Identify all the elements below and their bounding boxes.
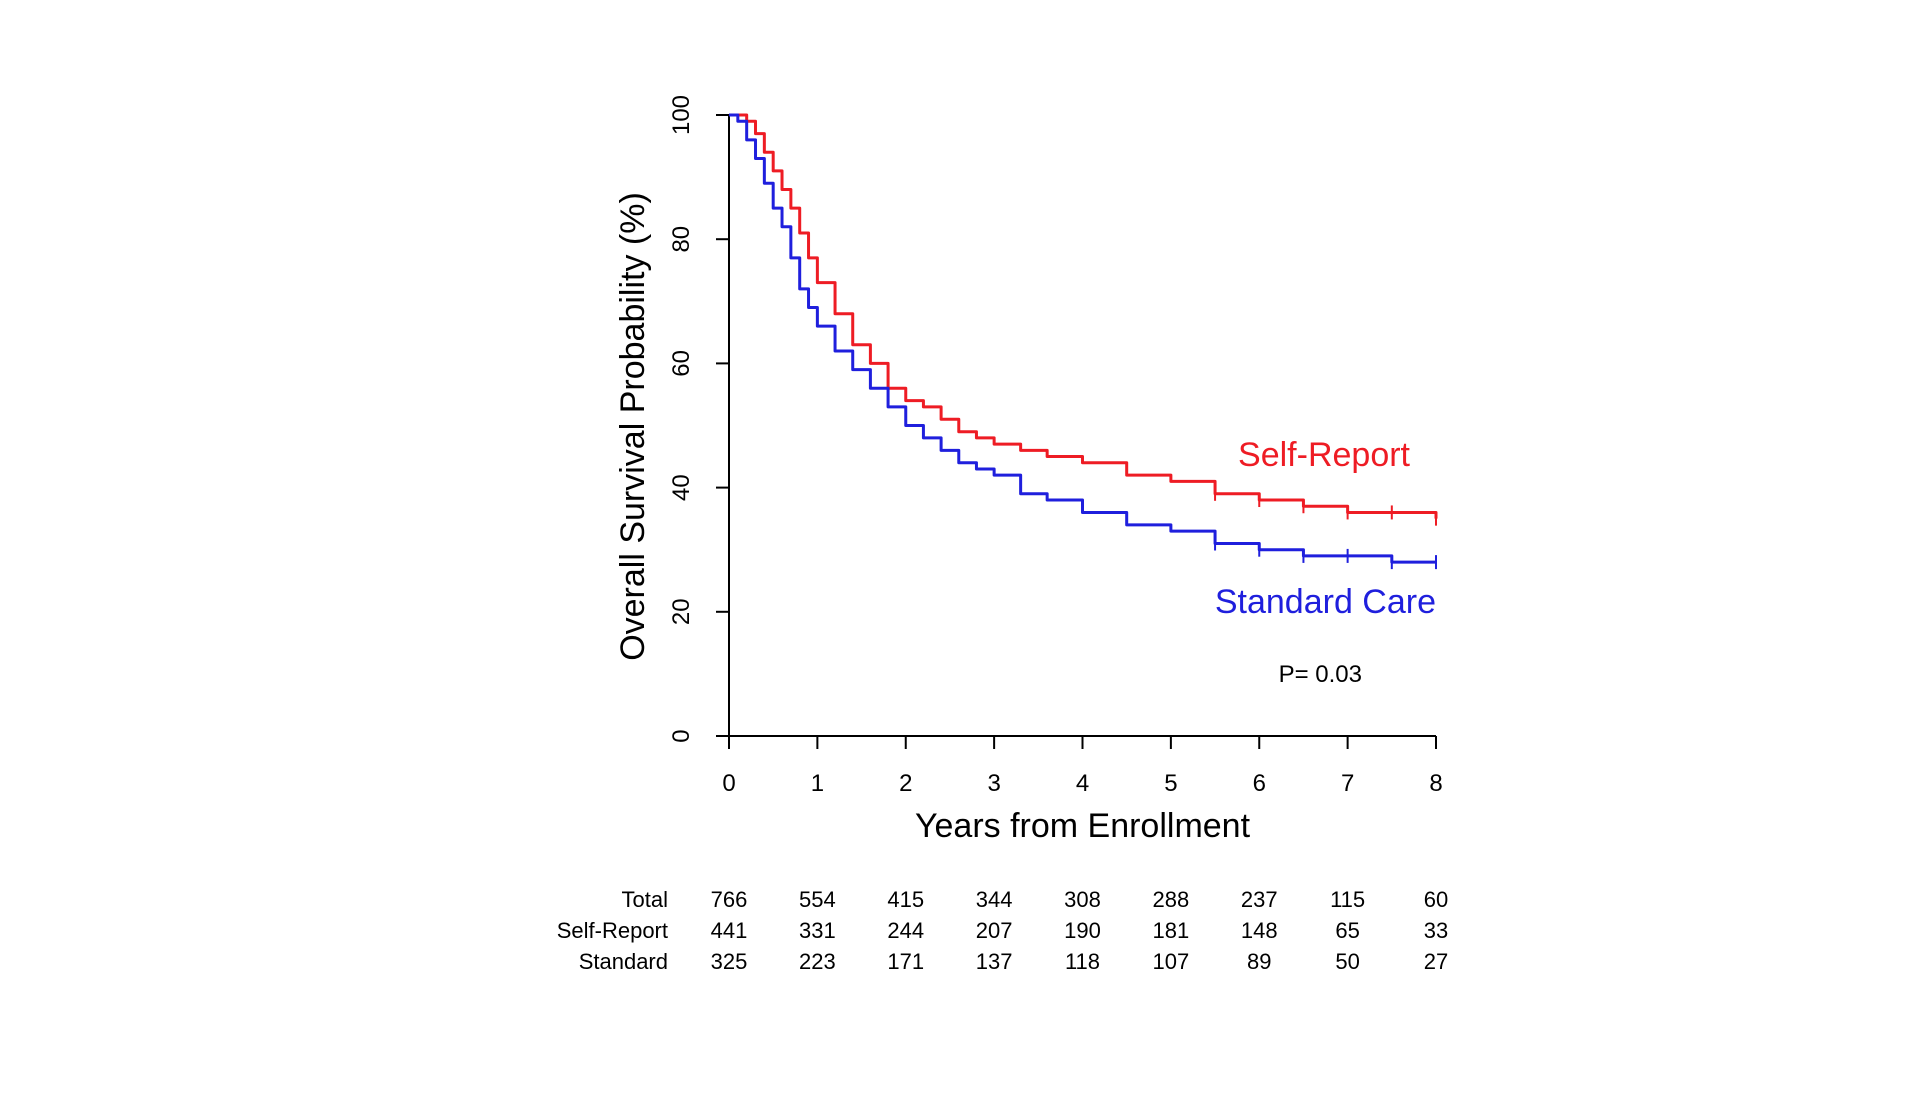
series-layer xyxy=(729,113,1438,570)
risk-table-cell: 244 xyxy=(887,918,924,943)
risk-table-row-label: Total xyxy=(622,887,668,912)
risk-table-cell: 50 xyxy=(1335,949,1359,974)
risk-table-cell: 148 xyxy=(1241,918,1278,943)
p-value-label: P= 0.03 xyxy=(1279,661,1362,688)
y-tick-label: 80 xyxy=(668,226,695,253)
risk-table-cell: 115 xyxy=(1330,887,1365,912)
risk-table-cell: 107 xyxy=(1153,949,1190,974)
risk-table-cell: 766 xyxy=(711,887,748,912)
y-tick-label: 0 xyxy=(668,729,695,742)
y-tick-label: 20 xyxy=(668,598,695,625)
risk-table-cell: 223 xyxy=(799,949,836,974)
risk-table-cell: 118 xyxy=(1065,949,1100,974)
x-tick-label: 6 xyxy=(1253,770,1266,797)
self-report-curve-label: Self-Report xyxy=(1238,436,1411,474)
y-axis-title: Overall Survival Probability (%) xyxy=(614,192,652,661)
labels-layer: Self-Report Standard Care P= 0.03 Years … xyxy=(614,192,1436,845)
risk-table-row-label: Standard xyxy=(579,949,668,974)
x-tick-label: 4 xyxy=(1076,770,1089,797)
risk-table-cell: 288 xyxy=(1153,887,1190,912)
risk-table-cell: 181 xyxy=(1153,918,1190,943)
x-axis-title: Years from Enrollment xyxy=(915,807,1251,845)
risk-table-cell: 237 xyxy=(1241,887,1278,912)
standard-care-curve-label: Standard Care xyxy=(1215,583,1436,621)
risk-table-cell: 137 xyxy=(976,949,1013,974)
standard-care-survival-curve xyxy=(729,113,1436,564)
x-tick-label: 5 xyxy=(1164,770,1177,797)
x-tick-label: 0 xyxy=(722,770,735,797)
y-tick-label: 100 xyxy=(668,95,695,135)
risk-table-cell: 554 xyxy=(799,887,836,912)
x-tick-label: 8 xyxy=(1429,770,1442,797)
risk-table-cell: 33 xyxy=(1424,918,1448,943)
x-tick-label: 7 xyxy=(1341,770,1354,797)
risk-table-cell: 60 xyxy=(1424,887,1448,912)
x-tick-label: 1 xyxy=(811,770,824,797)
risk-table-cell: 325 xyxy=(711,949,748,974)
risk-table-cell: 89 xyxy=(1247,949,1271,974)
risk-table-cell: 190 xyxy=(1064,918,1101,943)
risk-table-row-label: Self-Report xyxy=(557,918,668,943)
risk-table-cell: 65 xyxy=(1335,918,1359,943)
risk-table-cell: 308 xyxy=(1064,887,1101,912)
y-tick-label: 40 xyxy=(668,474,695,501)
y-tick-label: 60 xyxy=(668,350,695,377)
risk-table-cell: 207 xyxy=(976,918,1013,943)
risk-table-cell: 331 xyxy=(799,918,836,943)
risk-table-cell: 441 xyxy=(711,918,748,943)
self-report-survival-curve xyxy=(729,113,1438,519)
x-tick-label: 2 xyxy=(899,770,912,797)
risk-table-cell: 27 xyxy=(1424,949,1448,974)
x-tick-label: 3 xyxy=(987,770,1000,797)
risk-table-cell: 171 xyxy=(887,949,924,974)
risk-table-cell: 415 xyxy=(887,887,924,912)
risk-table: Total 766 554 415 344 308 288 237 115 60 Self-Repo… xyxy=(557,887,1449,974)
risk-table-cell: 344 xyxy=(976,887,1013,912)
